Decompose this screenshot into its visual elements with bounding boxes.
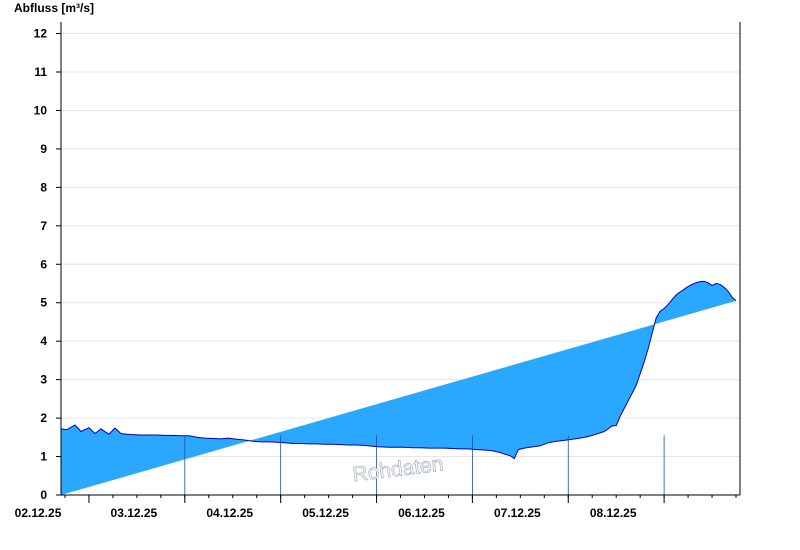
y-tick-label-6: 6 (40, 257, 47, 271)
discharge-fill (61, 281, 736, 495)
x-tick-label-6: 07.12.25 (494, 506, 541, 520)
x-tick-label-1: 02.12.25 (15, 506, 62, 520)
x-tick-label-2: 03.12.25 (111, 506, 158, 520)
y-tick-label-9: 9 (40, 142, 47, 156)
y-tick-label-10: 10 (34, 103, 48, 117)
y-tick-label-4: 4 (40, 334, 47, 348)
y-tick-label-1: 1 (40, 450, 47, 464)
watermark: Rohdaten (351, 453, 444, 487)
y-tick-label-7: 7 (40, 219, 47, 233)
y-tick-label-8: 8 (40, 180, 47, 194)
y-tick-label-2: 2 (40, 411, 47, 425)
x-tick-label-7: 08.12.25 (590, 506, 637, 520)
y-tick-label-0: 0 (40, 488, 47, 502)
y-axis-label: Abfluss [m³/s] (14, 1, 95, 15)
x-axis-ticks: 02.12.25 03.12.25 04.12.25 05.12.25 06.12.25… (15, 495, 737, 520)
x-tick-label-5: 06.12.25 (398, 506, 445, 520)
y-tick-label-3: 3 (40, 373, 47, 387)
x-tick-label-4: 05.12.25 (302, 506, 349, 520)
grid-lines (61, 33, 740, 458)
day-separators (184, 435, 665, 495)
y-tick-label-5: 5 (40, 296, 47, 310)
y-tick-label-11: 11 (34, 65, 47, 79)
y-tick-label-12: 12 (34, 27, 48, 41)
x-tick-label-3: 04.12.25 (206, 506, 253, 520)
